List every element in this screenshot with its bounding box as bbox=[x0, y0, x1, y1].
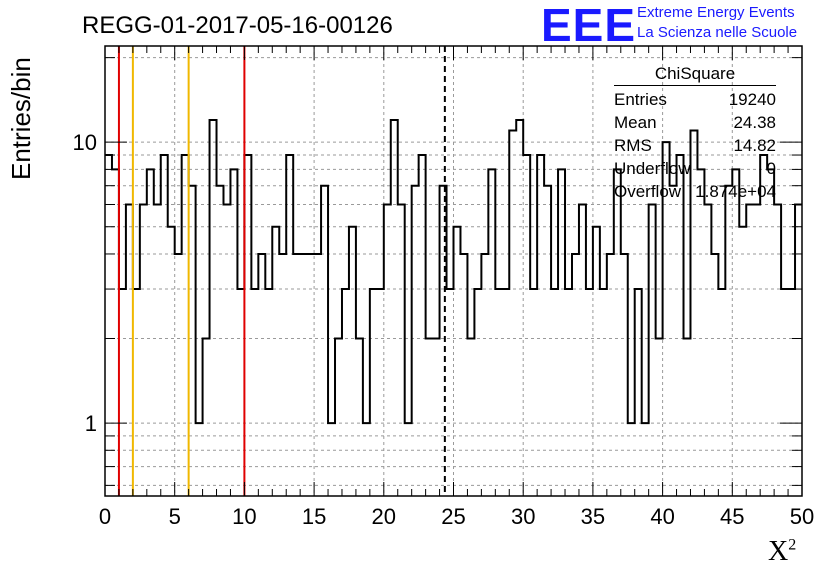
x-tick-label: 40 bbox=[650, 504, 674, 529]
stats-label: Underflow bbox=[614, 159, 691, 178]
stats-value: 19240 bbox=[728, 90, 776, 109]
stats-row-overflow: Overflow 1.874e+04 bbox=[614, 180, 776, 203]
stats-row-underflow: Underflow 0 bbox=[614, 157, 776, 180]
stats-row-mean: Mean 24.38 bbox=[614, 111, 776, 134]
x-tick-label: 15 bbox=[302, 504, 326, 529]
x-tick-label: 10 bbox=[232, 504, 256, 529]
stats-label: Mean bbox=[614, 113, 657, 132]
x-axis-label: X2 bbox=[768, 536, 796, 568]
y-tick-label: 10 bbox=[73, 130, 97, 155]
x-tick-label: 45 bbox=[720, 504, 744, 529]
stats-value: 1.874e+04 bbox=[695, 182, 776, 201]
eee-logo: EEE bbox=[541, 0, 637, 51]
stats-label: Entries bbox=[614, 90, 667, 109]
logo-line-2: La Scienza nelle Scuole bbox=[637, 24, 798, 41]
stats-value: 14.82 bbox=[733, 136, 776, 155]
x-tick-label: 5 bbox=[169, 504, 181, 529]
x-tick-label: 20 bbox=[372, 504, 396, 529]
y-tick-label: 1 bbox=[85, 411, 97, 436]
logo-line-1: Extreme Energy Events bbox=[637, 4, 795, 21]
x-axis-label-base: X bbox=[768, 536, 789, 567]
x-axis-label-sup: 2 bbox=[788, 536, 797, 554]
stats-value: 0 bbox=[766, 159, 776, 178]
x-tick-label: 50 bbox=[790, 504, 814, 529]
x-tick-label: 0 bbox=[99, 504, 111, 529]
x-tick-label: 25 bbox=[441, 504, 465, 529]
x-tick-label: 35 bbox=[581, 504, 605, 529]
stats-value: 24.38 bbox=[733, 113, 776, 132]
stats-label: RMS bbox=[614, 136, 652, 155]
plot-title: REGG-01-2017-05-16-00126 bbox=[82, 12, 393, 39]
histogram-outline bbox=[105, 118, 802, 425]
stats-label: Overflow bbox=[614, 182, 682, 201]
stats-title: ChiSquare bbox=[614, 64, 776, 86]
x-tick-label: 30 bbox=[511, 504, 535, 529]
stats-box: ChiSquare Entries 19240 Mean 24.38 RMS 14.8… bbox=[614, 64, 776, 203]
stats-row-rms: RMS 14.82 bbox=[614, 134, 776, 157]
stats-row-entries: Entries 19240 bbox=[614, 88, 776, 111]
y-axis-label: Entries/bin bbox=[6, 57, 36, 180]
